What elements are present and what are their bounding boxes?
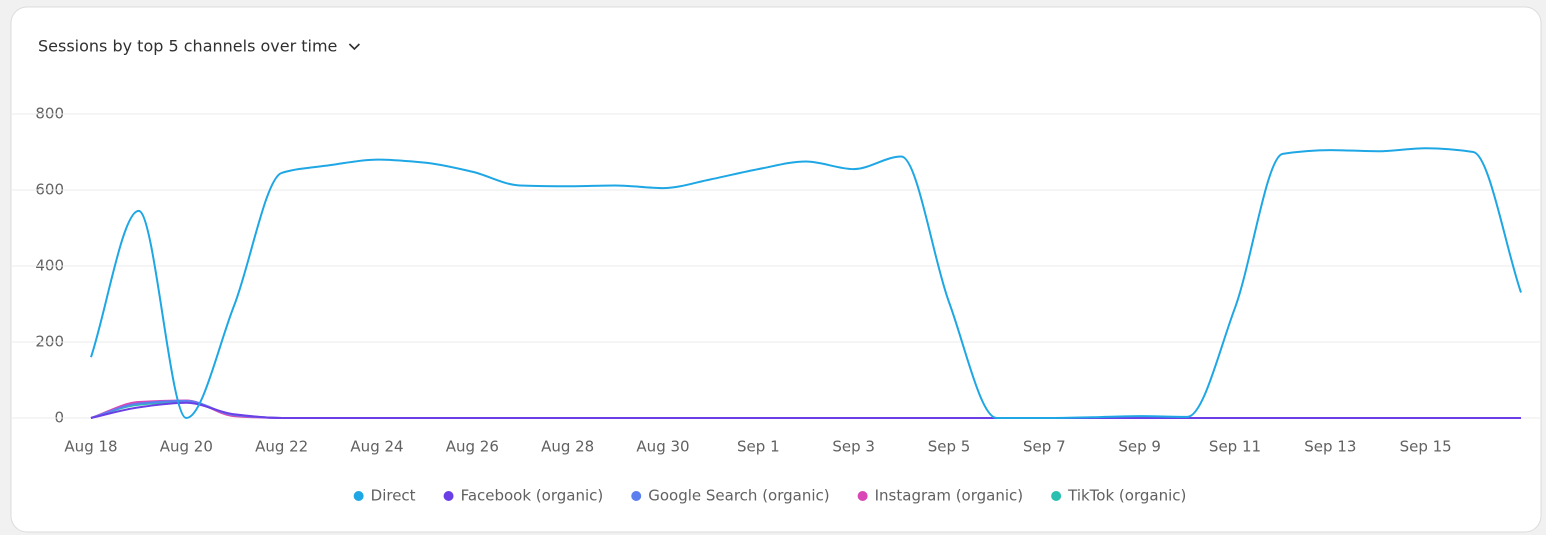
x-tick-label: Aug 28 bbox=[541, 438, 594, 456]
x-tick-label: Aug 24 bbox=[350, 438, 403, 456]
legend-label: Facebook (organic) bbox=[461, 487, 604, 505]
legend-item[interactable]: TikTok (organic) bbox=[1051, 487, 1186, 505]
legend-swatch bbox=[443, 491, 454, 501]
x-tick-label: Sep 1 bbox=[737, 438, 780, 456]
x-tick-label: Aug 22 bbox=[255, 438, 308, 456]
legend-label: Google Search (organic) bbox=[648, 487, 829, 505]
legend: Direct Facebook (organic) Google Search (o… bbox=[353, 487, 1186, 505]
lines bbox=[90, 147, 1522, 420]
x-tick-label: Sep 7 bbox=[1023, 438, 1066, 456]
x-tick-label: Aug 26 bbox=[446, 438, 499, 456]
series-line bbox=[90, 147, 1522, 420]
x-tick-label: Sep 9 bbox=[1118, 438, 1161, 456]
x-tick-label: Aug 20 bbox=[160, 438, 213, 456]
legend-item[interactable]: Google Search (organic) bbox=[631, 487, 830, 505]
legend-swatch bbox=[631, 491, 642, 501]
legend-label: TikTok (organic) bbox=[1067, 487, 1186, 505]
x-tick-label: Sep 5 bbox=[928, 438, 971, 456]
x-tick-label: Sep 11 bbox=[1209, 438, 1261, 456]
dropdown-chevron[interactable] bbox=[348, 43, 360, 51]
legend-swatch bbox=[1051, 491, 1062, 501]
legend-label: Instagram (organic) bbox=[875, 487, 1024, 505]
chart-title[interactable]: Sessions by top 5 channels over time bbox=[38, 37, 337, 56]
card bbox=[10, 6, 1542, 533]
series-line bbox=[90, 401, 1521, 419]
legend-swatch bbox=[353, 491, 364, 501]
legend-item[interactable]: Facebook (organic) bbox=[443, 487, 604, 505]
x-tick-label: Aug 18 bbox=[64, 438, 117, 456]
x-tick-label: Sep 3 bbox=[832, 438, 875, 456]
legend-label: Direct bbox=[371, 487, 416, 505]
x-tick-label: Sep 15 bbox=[1400, 438, 1452, 456]
x-tick-label: Sep 13 bbox=[1304, 438, 1356, 456]
legend-item[interactable]: Instagram (organic) bbox=[857, 487, 1024, 505]
legend-swatch bbox=[857, 491, 868, 501]
x-tick-label: Aug 30 bbox=[636, 438, 689, 456]
legend-item[interactable]: Direct bbox=[353, 487, 416, 505]
